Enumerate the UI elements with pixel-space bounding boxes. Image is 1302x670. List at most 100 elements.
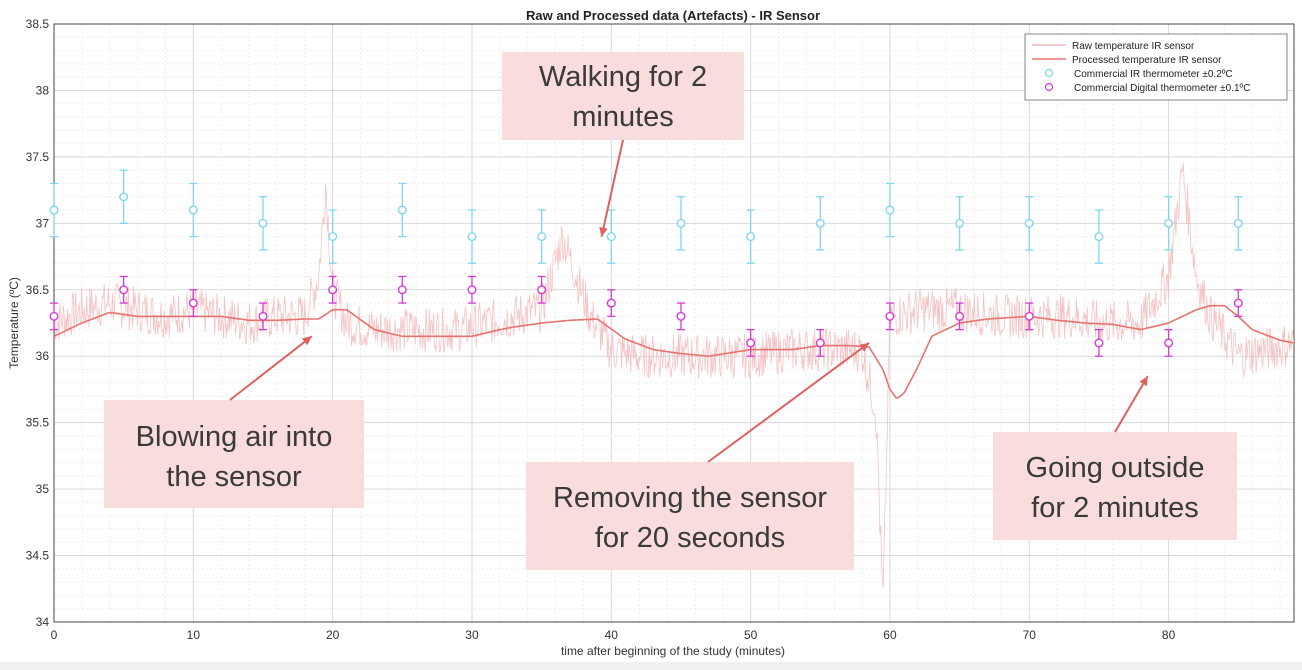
digital-thermometer-point bbox=[188, 298, 198, 308]
ir-thermometer-point bbox=[746, 232, 756, 242]
digital-thermometer-point bbox=[467, 285, 477, 295]
annotation-arrow bbox=[707, 342, 870, 463]
y-tick-label: 37.5 bbox=[26, 150, 50, 164]
annotation-line: minutes bbox=[572, 101, 674, 133]
y-tick-label: 38.5 bbox=[26, 17, 50, 31]
digital-thermometer-point bbox=[1164, 338, 1174, 348]
y-tick-label: 36.5 bbox=[26, 283, 50, 297]
x-tick-label: 70 bbox=[1023, 628, 1037, 642]
legend-label-digital: Commercial Digital thermometer ±0.1ºC bbox=[1074, 83, 1250, 94]
annotation-line: Removing the sensor bbox=[553, 482, 827, 514]
y-tick-label: 37 bbox=[36, 216, 50, 230]
legend-box bbox=[1024, 33, 1288, 101]
x-tick-label: 60 bbox=[883, 628, 897, 642]
digital-thermometer-point bbox=[676, 311, 686, 321]
annotation-line: Going outside bbox=[1026, 452, 1205, 484]
annotation-arrowhead bbox=[301, 336, 312, 346]
y-tick-label: 35 bbox=[36, 482, 50, 496]
y-tick-labels: 34 34.5 35 35.5 36 36.5 37 37.5 38 38.5 bbox=[26, 17, 50, 629]
digital-thermometer-point bbox=[1024, 311, 1034, 321]
legend: Raw temperature IR sensor Processed temp… bbox=[1024, 33, 1288, 101]
digital-thermometer-series bbox=[49, 275, 1243, 357]
digital-thermometer-point bbox=[606, 298, 616, 308]
x-axis-label: time after beginning of the study (minut… bbox=[561, 644, 785, 658]
processed-series-line bbox=[53, 304, 1294, 399]
annotation-box bbox=[502, 52, 744, 140]
ir-thermometer-point bbox=[1164, 218, 1174, 228]
annotation-arrowhead bbox=[1139, 376, 1148, 387]
ir-thermometer-point bbox=[1233, 218, 1243, 228]
digital-thermometer-point bbox=[815, 338, 825, 348]
annotation-line: for 20 seconds bbox=[595, 522, 785, 554]
digital-thermometer-point bbox=[49, 311, 59, 321]
ir-thermometer-point bbox=[49, 205, 59, 215]
processed-series bbox=[53, 304, 1294, 399]
raw-series bbox=[53, 163, 1295, 588]
annotation-arrow bbox=[229, 335, 313, 401]
ir-thermometer-point bbox=[537, 232, 547, 242]
y-tick-label: 34.5 bbox=[26, 549, 50, 563]
digital-thermometer-point bbox=[119, 285, 129, 295]
digital-thermometer-point bbox=[746, 338, 756, 348]
annotation-box bbox=[993, 432, 1237, 540]
annotation-box bbox=[526, 462, 854, 570]
y-tick-label: 34 bbox=[36, 615, 50, 629]
x-tick-label: 50 bbox=[744, 628, 758, 642]
annotation-removing: Removing the sensor for 20 seconds bbox=[526, 342, 870, 570]
x-tick-label: 80 bbox=[1162, 628, 1176, 642]
ir-thermometer-series bbox=[49, 169, 1243, 264]
y-tick-label: 36 bbox=[36, 349, 50, 363]
annotation-arrowhead bbox=[859, 342, 870, 352]
digital-thermometer-point bbox=[328, 285, 338, 295]
digital-thermometer-point bbox=[1094, 338, 1104, 348]
digital-thermometer-point bbox=[955, 311, 965, 321]
annotation-arrow bbox=[600, 139, 624, 237]
digital-thermometer-point bbox=[537, 285, 547, 295]
annotation-blowing: Blowing air into the sensor bbox=[104, 335, 364, 508]
legend-label-processed: Processed temperature IR sensor bbox=[1072, 55, 1222, 66]
annotation-box bbox=[104, 400, 364, 508]
annotation-line: for 2 minutes bbox=[1031, 492, 1199, 524]
legend-marker-ir bbox=[1044, 68, 1054, 78]
x-tick-label: 40 bbox=[605, 628, 619, 642]
ir-thermometer-point bbox=[397, 205, 407, 215]
ir-thermometer-point bbox=[606, 232, 616, 242]
annotation-line: the sensor bbox=[166, 461, 302, 493]
ir-thermometer-point bbox=[328, 232, 338, 242]
ir-thermometer-point bbox=[1024, 218, 1034, 228]
ir-thermometer-point bbox=[815, 218, 825, 228]
legend-label-ir: Commercial IR thermometer ±0.2ºC bbox=[1074, 69, 1233, 80]
digital-thermometer-point bbox=[885, 311, 895, 321]
x-tick-labels: 0 10 20 30 40 50 60 70 80 bbox=[51, 628, 1176, 642]
ir-thermometer-point bbox=[258, 218, 268, 228]
chart-title: Raw and Processed data (Artefacts) - IR … bbox=[526, 8, 820, 23]
ir-thermometer-point bbox=[119, 192, 129, 202]
annotation-arrow bbox=[1114, 375, 1149, 433]
x-tick-label: 30 bbox=[465, 628, 479, 642]
legend-marker-digital bbox=[1044, 82, 1054, 92]
ir-thermometer-point bbox=[676, 218, 686, 228]
ir-thermometer-point bbox=[188, 205, 198, 215]
digital-thermometer-point bbox=[1233, 298, 1243, 308]
annotation-arrowhead bbox=[599, 226, 608, 237]
annotation-line: Blowing air into bbox=[136, 421, 333, 453]
digital-thermometer-point bbox=[258, 311, 268, 321]
annotation-line: Walking for 2 bbox=[539, 61, 707, 93]
digital-thermometer-point bbox=[397, 285, 407, 295]
ir-thermometer-point bbox=[885, 205, 895, 215]
legend-label-raw: Raw temperature IR sensor bbox=[1072, 41, 1195, 52]
y-axis-label: Temperature (ºC) bbox=[7, 277, 21, 369]
raw-series-line bbox=[53, 163, 1295, 588]
bottom-band bbox=[0, 662, 1302, 670]
x-tick-label: 20 bbox=[326, 628, 340, 642]
annotation-outside: Going outside for 2 minutes bbox=[993, 375, 1237, 540]
x-tick-label: 0 bbox=[51, 628, 58, 642]
ir-thermometer-point bbox=[1094, 232, 1104, 242]
ir-thermometer-point bbox=[467, 232, 477, 242]
x-tick-label: 10 bbox=[187, 628, 201, 642]
y-tick-label: 35.5 bbox=[26, 416, 50, 430]
ir-thermometer-point bbox=[955, 218, 965, 228]
y-tick-label: 38 bbox=[36, 83, 50, 97]
annotation-walking: Walking for 2 minutes bbox=[502, 52, 744, 237]
